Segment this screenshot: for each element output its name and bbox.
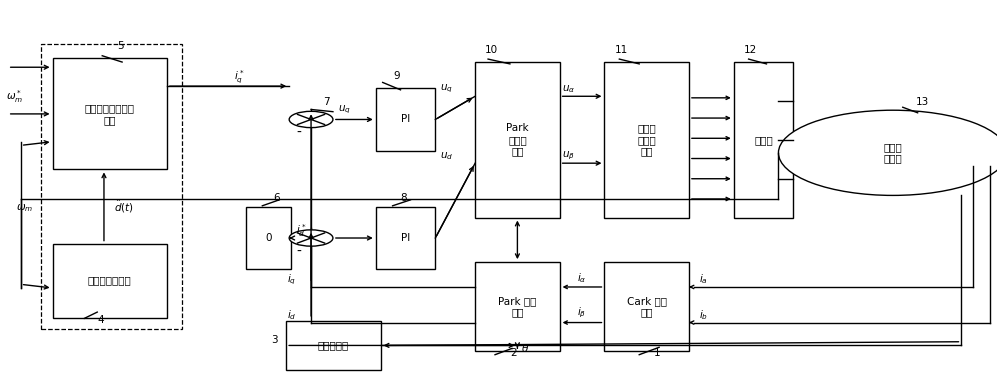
Text: PI: PI [401,233,410,243]
Text: 4: 4 [97,315,104,325]
Text: 10: 10 [485,45,498,55]
Text: PI: PI [401,114,410,124]
Text: $i_q^*$: $i_q^*$ [234,68,244,86]
FancyBboxPatch shape [376,88,435,151]
Text: 13: 13 [916,97,929,106]
Text: 旋转变压器: 旋转变压器 [318,340,349,350]
Text: 5: 5 [117,41,124,51]
FancyBboxPatch shape [734,62,793,218]
Text: Park
逆变换
模块: Park 逆变换 模块 [506,123,529,156]
FancyBboxPatch shape [475,262,560,351]
Text: Park 变换
模块: Park 变换 模块 [498,296,537,317]
FancyBboxPatch shape [604,262,689,351]
FancyBboxPatch shape [246,206,291,270]
Text: $u_q$: $u_q$ [338,104,351,117]
Text: 高阶滑模观测器: 高阶滑模观测器 [88,276,132,286]
FancyBboxPatch shape [376,206,435,270]
Text: $u_q$: $u_q$ [440,83,453,95]
Text: $i_\alpha$: $i_\alpha$ [577,271,587,285]
Text: $u_\beta$: $u_\beta$ [562,150,575,162]
Text: $i_b$: $i_b$ [699,308,708,322]
Text: 永磁同
步电机: 永磁同 步电机 [883,142,902,164]
Text: 7: 7 [323,97,330,106]
FancyBboxPatch shape [286,321,381,370]
FancyBboxPatch shape [604,62,689,218]
Text: $\hat{d}(t)$: $\hat{d}(t)$ [114,198,134,215]
Text: 3: 3 [271,335,278,346]
Text: $\omega_m^*$: $\omega_m^*$ [6,88,23,105]
Text: -: - [297,245,302,259]
Text: 8: 8 [401,193,407,203]
Text: 1: 1 [654,349,661,358]
FancyBboxPatch shape [53,244,167,318]
Text: 2: 2 [510,349,517,358]
Text: $i_\beta$: $i_\beta$ [577,306,587,320]
Circle shape [778,110,1000,196]
Text: $u_d$: $u_d$ [440,150,454,162]
Text: $i_d$: $i_d$ [287,308,296,322]
Text: 6: 6 [273,193,280,203]
Text: $u_\alpha$: $u_\alpha$ [562,83,575,95]
Text: -: - [297,126,302,140]
Text: $\omega_m$: $\omega_m$ [16,202,33,214]
FancyBboxPatch shape [475,62,560,218]
Text: Cark 变换
模块: Cark 变换 模块 [627,296,667,317]
FancyBboxPatch shape [53,58,167,170]
Text: $i_q$: $i_q$ [287,272,296,287]
Text: $i_a$: $i_a$ [699,273,708,287]
Text: 12: 12 [744,45,757,55]
Text: 0: 0 [266,233,272,243]
Text: 逆变器: 逆变器 [754,135,773,145]
Text: 11: 11 [614,45,628,55]
Text: 二阶超螺旋滑模控
制器: 二阶超螺旋滑模控 制器 [85,103,135,125]
Text: $i_d^*$: $i_d^*$ [296,222,307,239]
Text: 9: 9 [394,71,400,80]
Circle shape [289,111,333,127]
Text: $\theta$: $\theta$ [521,342,529,354]
Text: 脉冲宽
度调制
模块: 脉冲宽 度调制 模块 [637,123,656,156]
Circle shape [289,230,333,246]
